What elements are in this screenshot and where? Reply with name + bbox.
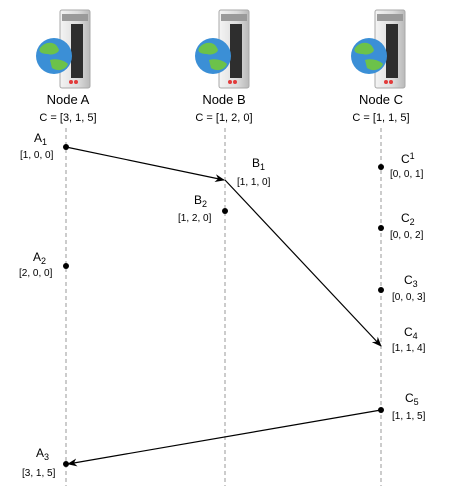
event-vector-b1: [1, 1, 0] — [237, 177, 271, 188]
event-vector-a1: [1, 0, 0] — [20, 150, 54, 161]
event-vector-a3: [3, 1, 5] — [22, 468, 56, 479]
event-dot-a3 — [63, 461, 69, 467]
node-c-title: Node C — [359, 92, 403, 107]
event-label-a2: A2 — [33, 250, 46, 266]
node-b-clock: C = [1, 2, 0] — [195, 112, 252, 124]
event-vector-c3: [0, 0, 3] — [392, 292, 426, 303]
event-dot-b2 — [222, 208, 228, 214]
node-b-title: Node B — [202, 92, 245, 107]
event-label-c4: C4 — [404, 325, 418, 341]
node-c-clock: C = [1, 1, 5] — [352, 112, 409, 124]
event-dot-a1 — [63, 144, 69, 150]
event-dot-c1 — [378, 164, 384, 170]
event-label-a1: A1 — [34, 131, 47, 147]
event-label-c2: C2 — [401, 211, 415, 227]
event-vector-b2: [1, 2, 0] — [178, 213, 212, 224]
event-dot-c5 — [378, 407, 384, 413]
message-arrow-b1-c4 — [224, 179, 382, 347]
event-label-a3: A3 — [36, 446, 49, 462]
event-dot-a2 — [63, 263, 69, 269]
event-vector-c5: [1, 1, 5] — [392, 411, 426, 422]
event-label-c5: C5 — [405, 391, 419, 407]
node-a-clock: C = [3, 1, 5] — [39, 112, 96, 124]
server-globe-icon — [36, 9, 91, 89]
event-label-b2: B2 — [194, 193, 207, 209]
event-vector-a2: [2, 0, 0] — [19, 268, 53, 279]
event-label-c3: C3 — [404, 273, 418, 289]
message-arrow-a1-b1 — [65, 146, 225, 183]
event-vector-c1: [0, 0, 1] — [390, 169, 424, 180]
event-vector-c4: [1, 1, 4] — [392, 343, 426, 354]
event-dot-c2 — [378, 225, 384, 231]
message-arrow-c5-a3 — [67, 409, 382, 467]
node-a-title: Node A — [47, 92, 90, 107]
event-label-c1: C1 — [401, 151, 415, 166]
event-dot-c3 — [378, 287, 384, 293]
server-globe-icon — [351, 9, 406, 89]
server-globe-icon — [195, 9, 250, 89]
event-label-b1: B1 — [252, 156, 265, 172]
event-vector-c2: [0, 0, 2] — [390, 230, 424, 241]
